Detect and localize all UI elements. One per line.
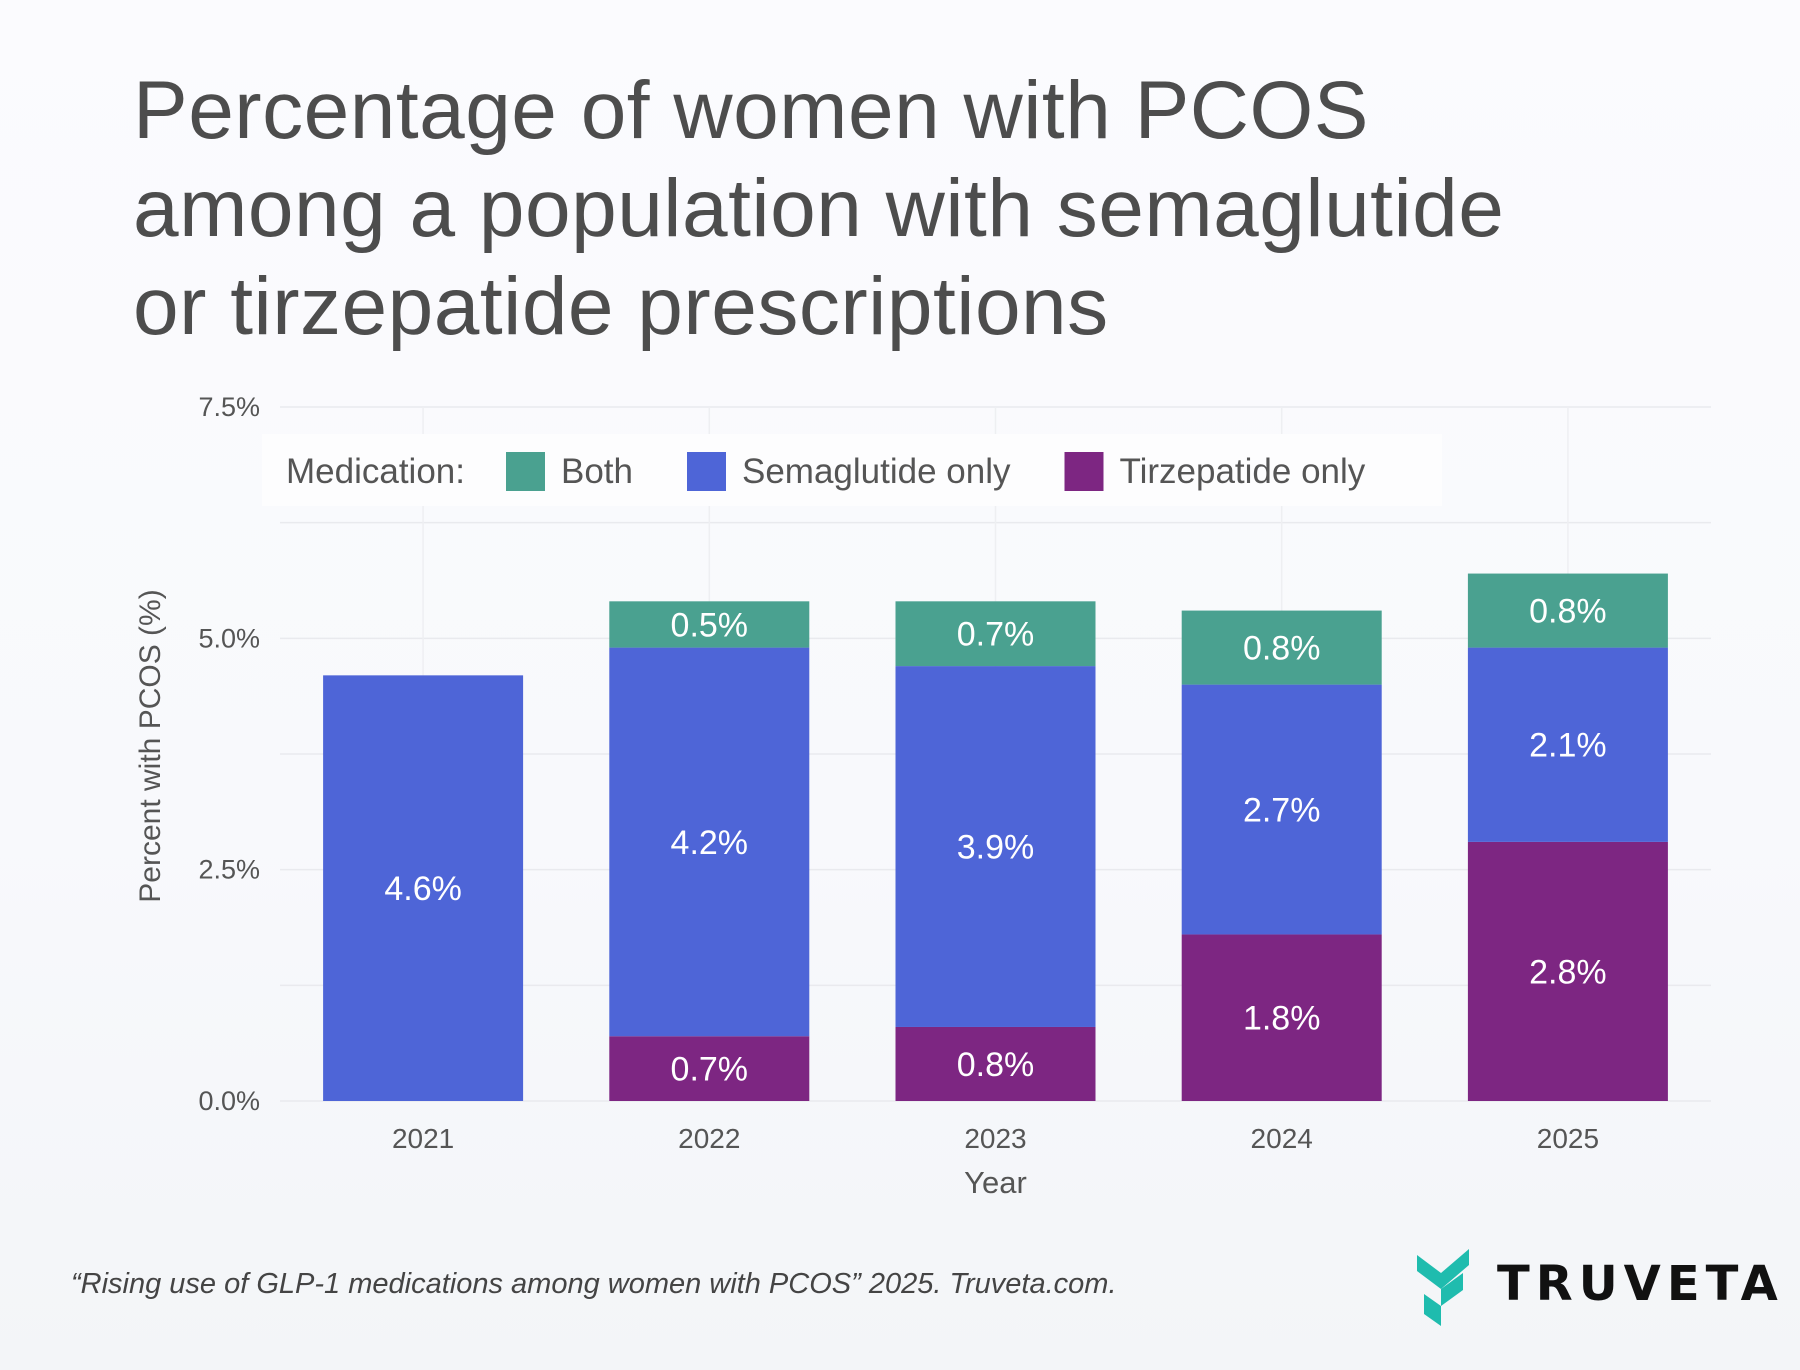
y-tick-label: 0.0% [198,1086,260,1116]
legend-background [262,434,1442,506]
legend-item: Semaglutide only [742,452,1011,491]
data-label: 3.9% [957,829,1035,867]
title-line: among a population with semaglutide [133,163,1505,254]
x-axis-title: Year [964,1165,1027,1200]
chart-title: Percentage of women with PCOS among a po… [133,62,1504,356]
source-citation: “Rising use of GLP-1 medications among w… [71,1268,1117,1300]
data-label: 0.8% [1243,630,1321,668]
title-line: Percentage of women with PCOS [133,65,1369,156]
y-tick-label: 5.0% [198,623,260,653]
bar-segment [609,647,810,1037]
bar-segment [1467,647,1668,842]
data-label: 4.6% [384,870,462,908]
bar-segment [323,675,524,1101]
title-line: or tirzepatide prescriptions [133,261,1109,352]
x-tick-label: 2024 [1251,1123,1313,1154]
bar-segment [609,601,810,648]
y-axis-title: Percent with PCOS (%) [134,589,167,902]
data-label: 0.8% [1529,593,1607,631]
data-label: 2.1% [1529,727,1607,765]
data-label: 0.7% [957,616,1035,654]
logo-wordmark: TRUVETA [1497,1256,1784,1312]
bar-segment [1181,610,1382,685]
bar-segment [895,666,1096,1027]
x-tick-label: 2025 [1537,1123,1599,1154]
data-label: 2.8% [1529,953,1607,991]
data-label: 1.8% [1243,1000,1321,1038]
bar-segment [1467,841,1668,1101]
x-tick-label: 2022 [678,1123,740,1154]
bar-segment [1181,934,1382,1101]
legend-swatch [1064,452,1104,491]
legend-swatch [687,452,726,491]
data-label: 4.2% [671,824,749,862]
legend-item: Both [561,452,633,491]
truveta-leaf-icon [1417,1249,1469,1326]
y-tick-label: 2.5% [198,855,260,885]
x-tick-label: 2023 [964,1123,1026,1154]
bar-segment [1181,684,1382,935]
legend-title: Medication: [286,452,465,491]
truveta-logo: TRUVETA [1415,1238,1778,1338]
data-label: 0.8% [957,1046,1035,1084]
bar-segment [895,601,1096,667]
data-label: 0.5% [671,606,749,644]
bar-segment [1467,573,1668,648]
y-tick-label: 7.5% [198,392,260,422]
data-label: 2.7% [1243,792,1321,830]
x-tick-label: 2021 [392,1123,454,1154]
bar-segment [609,1036,810,1101]
legend-swatch [506,452,545,491]
legend-item: Tirzepatide only [1120,452,1366,491]
bar-segment [895,1026,1096,1101]
data-label: 0.7% [671,1051,749,1089]
